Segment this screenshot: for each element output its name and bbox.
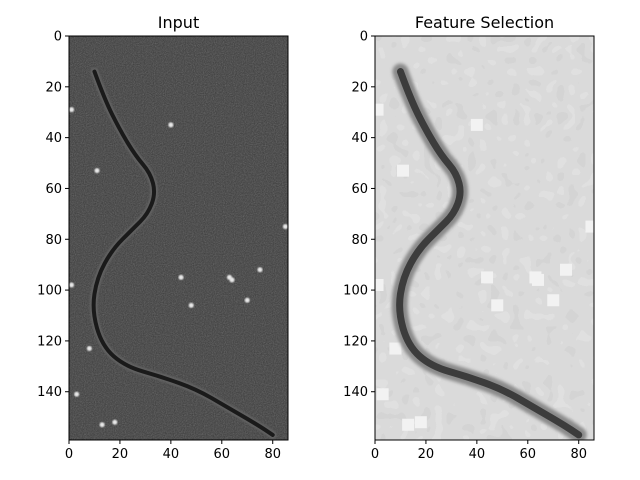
input-bright-spot [99,422,105,428]
input-panel: Input 0 20 40 60 80 0 20 40 60 80 100 120 140 [37,13,289,462]
input-x-axis: 0 20 40 60 80 [65,440,281,462]
input-y-tick-label: 0 [54,30,62,45]
feature-axes-frame [374,35,595,441]
feature-y-tick-label: 40 [351,131,368,146]
feature-bright-patch [547,294,560,307]
feature-y-tick-label: 60 [351,182,368,197]
input-y-tick-label: 20 [45,80,62,95]
feature-x-tick-label: 40 [469,447,486,462]
input-bright-spots [69,107,288,428]
input-y-tick-label: 120 [37,334,62,349]
input-bright-spot [188,302,194,308]
input-bright-spot [86,346,92,352]
feature-bright-patch [375,279,384,292]
input-x-tick-label: 80 [264,447,281,462]
feature-bright-patch [559,263,572,276]
input-bright-spot [168,122,174,128]
input-bright-spot [69,282,75,288]
input-y-tick-label: 80 [45,233,62,248]
input-x-tick-label: 40 [163,447,180,462]
feature-y-axis: 0 20 40 60 80 100 120 140 [343,30,375,400]
feature-bright-patch [585,220,594,233]
input-bright-spot [112,419,118,425]
input-bright-spot [178,274,184,280]
input-river-curve [91,69,275,437]
input-x-tick-label: 20 [112,447,129,462]
input-y-tick-label: 100 [37,284,62,299]
feature-x-axis: 0 20 40 60 80 [371,440,587,462]
feature-bright-patch [470,118,483,131]
input-bright-spot [282,224,288,230]
feature-x-tick-label: 0 [371,447,379,462]
feature-x-tick-label: 20 [418,447,435,462]
feature-bright-patch [389,342,402,355]
input-x-tick-label: 0 [65,447,73,462]
input-bright-spot [69,107,75,113]
feature-bright-patch [375,103,384,116]
feature-bright-patch [402,418,415,431]
input-axes-frame [68,35,289,441]
feature-selection-title: Feature Selection [415,13,554,32]
feature-y-tick-label: 20 [351,80,368,95]
input-bright-spot [74,391,80,397]
feature-bright-patch [414,416,427,429]
feature-bright-patch [481,271,494,284]
input-y-tick-label: 60 [45,182,62,197]
input-bright-spot [257,267,263,273]
input-x-tick-label: 60 [214,447,231,462]
feature-selection-panel: Feature Selection 0 20 40 60 80 0 20 40 60 80 100… [343,13,595,462]
feature-y-tick-label: 140 [343,385,368,400]
feature-x-tick-label: 80 [570,447,587,462]
input-y-tick-label: 140 [37,385,62,400]
feature-bright-patch [531,273,544,286]
feature-bright-patches [375,103,594,431]
feature-selection-image [375,36,594,440]
feature-y-tick-label: 100 [343,284,368,299]
feature-x-tick-label: 60 [520,447,537,462]
input-bright-spot [244,297,250,303]
feature-y-tick-label: 0 [360,30,368,45]
input-y-axis: 0 20 40 60 80 100 120 140 [37,30,69,400]
feature-bright-patch [397,164,410,177]
input-y-tick-label: 40 [45,131,62,146]
feature-bright-patch [376,388,389,401]
feature-y-tick-label: 120 [343,334,368,349]
input-bright-spot [94,168,100,174]
feature-river-curve [396,68,583,439]
feature-y-tick-label: 80 [351,233,368,248]
input-bright-spot [229,277,235,283]
feature-bright-patch [491,299,504,312]
input-title: Input [158,13,199,32]
input-image [69,36,288,440]
